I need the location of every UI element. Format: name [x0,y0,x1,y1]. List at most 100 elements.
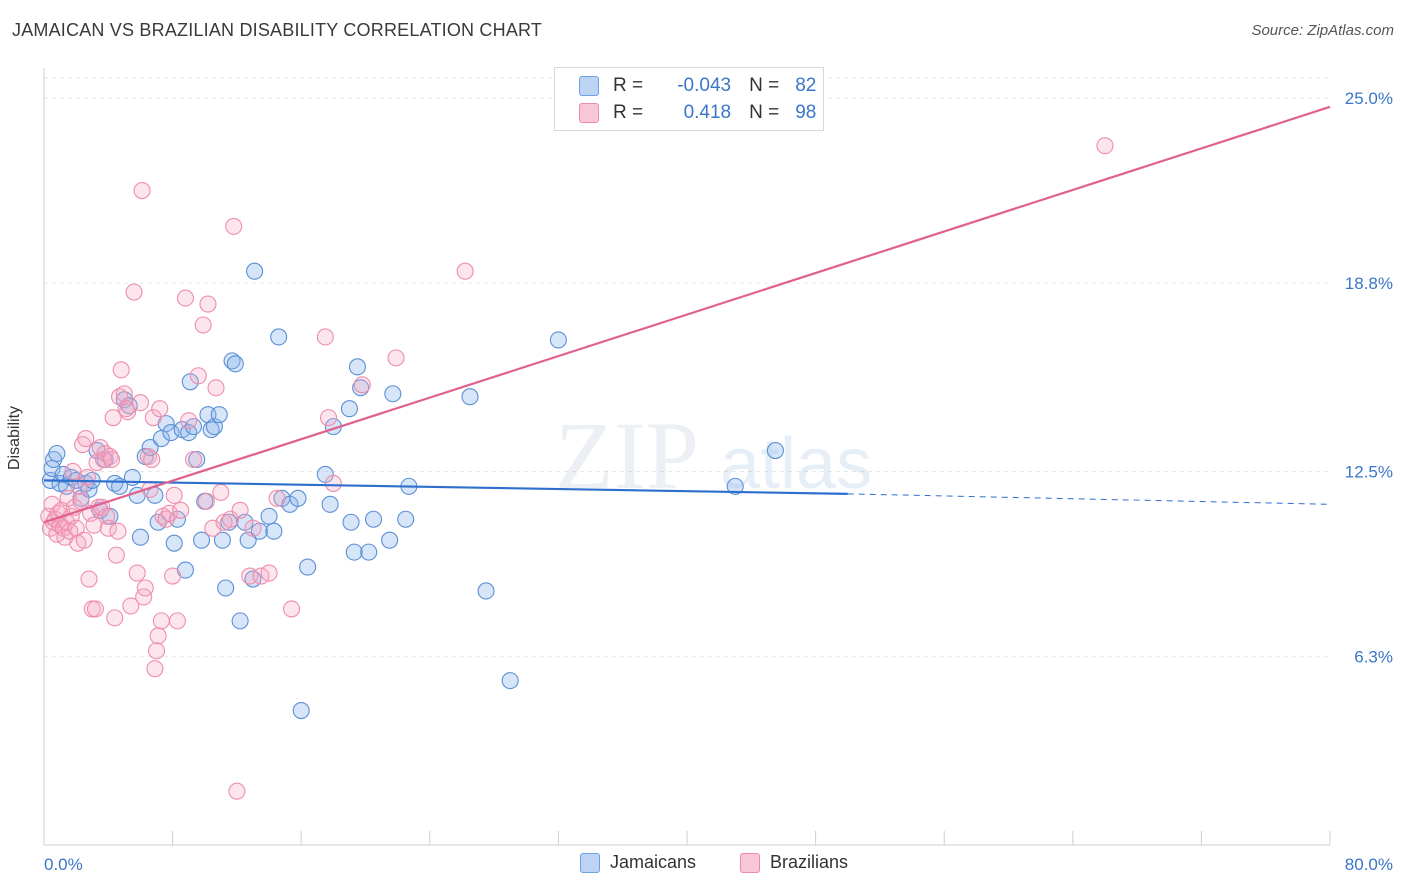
jamaican-point [217,579,235,597]
brazilian-point [117,400,135,418]
jamaican-point [165,534,183,552]
jamaican-point [321,495,339,513]
legend-label-brazilians: Brazilians [770,852,849,872]
y-tick-label: 12.5% [1345,462,1393,481]
jamaicans-trend-extension [847,493,1331,505]
trend-lines [43,105,1331,524]
brazilian-point [144,409,162,427]
correlation-legend: R = -0.043 N = 82 R = 0.418 N = 98 [554,67,824,131]
brazilian-point [164,567,182,585]
n-value-jamaicans: 82 [795,75,817,96]
brazilian-point [104,409,122,427]
brazilian-point [146,660,164,678]
brazilian-point [109,522,127,540]
brazilian-point [316,328,334,346]
jamaican-point [210,406,228,424]
r-label: R = [613,75,644,96]
legend-row-jamaicans: R = -0.043 N = 82 [579,74,816,98]
brazilian-point [176,289,195,307]
legend-label-jamaicans: Jamaicans [610,852,697,872]
jamaican-point [213,531,231,549]
brazilian-point [86,600,104,618]
brazilian-point [189,367,207,385]
brazilian-point [165,486,183,504]
brazilian-point [199,295,217,313]
jamaican-point [766,441,784,460]
jamaican-point [299,558,317,576]
brazilian-point [172,501,190,519]
brazilian-point [112,361,130,379]
brazilian-point [149,627,167,645]
brazilian-point [197,492,215,510]
n-value-brazilians: 98 [795,102,817,123]
jamaican-point [477,582,495,600]
brazilian-point [160,504,178,522]
legend-row-brazilians: R = 0.418 N = 98 [579,101,816,125]
jamaican-point [192,531,211,549]
jamaican-point [289,489,307,507]
legend-item-brazilians[interactable]: Brazilians [740,852,848,873]
brazilian-point [75,531,93,549]
watermark-atlas: atlas [720,424,872,504]
jamaican-point [345,543,363,561]
jamaican-point [348,358,367,376]
y-tick-label: 25.0% [1345,89,1393,108]
series-legend: Jamaicans Brazilians [0,852,1406,878]
jamaican-point [352,379,370,397]
brazilian-point [231,501,249,519]
brazilian-point [353,376,371,394]
brazilian-point [106,609,124,627]
brazilian-point [107,546,125,564]
brazilian-point [78,468,96,486]
brazilian-point [101,447,119,466]
brazilian-point [456,262,474,280]
brazilian-point [115,385,133,403]
brazilian-point [85,516,103,534]
brazilians-swatch [579,103,599,123]
jamaican-point [342,513,360,531]
watermark-zip: ZIP [555,402,699,509]
r-label: R = [613,102,644,123]
brazilian-point [67,519,85,537]
legend-item-jamaicans[interactable]: Jamaicans [580,852,696,873]
n-label: N = [749,75,780,96]
source-label: Source: ZipAtlas.com [1251,22,1394,39]
y-tick-label: 6.3% [1354,648,1393,667]
jamaican-point [131,528,149,546]
brazilian-point [228,782,246,800]
brazilian-point [212,483,230,501]
n-label: N = [749,102,780,123]
brazilian-point [268,489,286,507]
jamaicans-legend-swatch [580,852,600,873]
jamaican-point [340,400,358,418]
brazilians-legend-swatch [740,852,760,873]
chart-title: JAMAICAN VS BRAZILIAN DISABILITY CORRELA… [12,20,543,40]
x-tick-label-max: 80.0% [1345,855,1393,874]
y-axis-label: Disability [6,405,23,470]
brazilian-point [319,409,338,427]
y-tick-label: 18.8% [1345,274,1393,293]
jamaican-point [726,477,744,495]
x-tick-label-min: 0.0% [44,855,83,874]
brazilian-point [283,600,301,618]
jamaican-point [292,701,310,720]
jamaican-point [260,507,278,525]
brazilian-point [122,597,140,615]
brazilian-point [143,450,161,469]
jamaican-point [226,355,244,373]
brazilian-point [59,489,77,507]
jamaicans-swatch [579,76,599,96]
r-value-jamaicans: -0.043 [677,75,732,96]
brazilian-point [102,450,121,469]
jamaican-point [381,531,399,549]
brazilian-point [151,400,169,418]
brazilian-point [207,379,225,397]
brazilian-point [225,217,243,235]
brazilian-point [244,519,262,537]
jamaican-point [397,510,415,528]
jamaican-point [106,474,124,492]
brazilian-point [168,612,186,630]
jamaican-point [364,510,383,528]
jamaican-point [360,543,378,561]
